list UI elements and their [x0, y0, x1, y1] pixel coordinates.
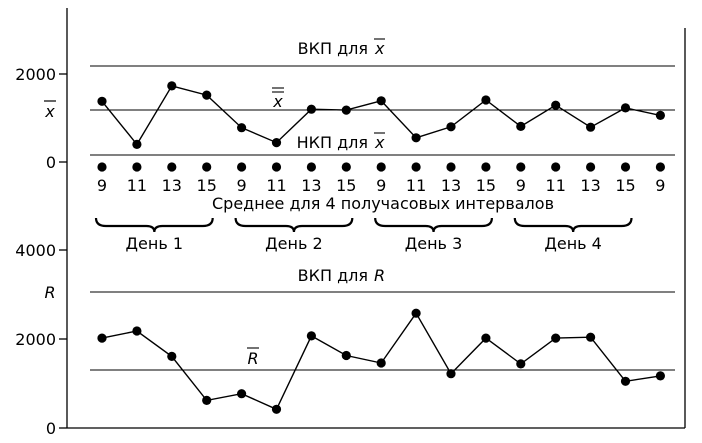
sample-time-label: 9: [376, 176, 386, 195]
y-tick-label-range-top: 4000: [15, 241, 56, 260]
sample-time-label: 15: [197, 176, 217, 195]
sample-dot: [271, 162, 282, 172]
range-point: [481, 333, 491, 343]
range-point: [237, 389, 247, 399]
center-label-range: R: [247, 349, 258, 368]
day-brace: [513, 217, 633, 233]
xbar-point: [132, 139, 142, 149]
sample-row: [97, 162, 666, 172]
xbar-point: [411, 133, 421, 143]
range-point: [341, 350, 351, 361]
sample-time-label: 13: [301, 176, 321, 195]
xbar-point: [306, 104, 316, 114]
xbar-point: [271, 138, 282, 148]
sample-dot: [411, 162, 421, 172]
ucl-symbol-xbar: x: [374, 39, 385, 58]
range-point: [271, 404, 282, 414]
day-label: День 1: [126, 234, 184, 253]
ucl-label-xbar: ВКП для: [298, 39, 368, 58]
range-point: [551, 333, 561, 343]
sample-time-label: 9: [516, 176, 526, 195]
sample-dot: [237, 162, 247, 172]
center-label-xbar: x: [272, 92, 283, 111]
y-tick-label-range-bottom: 0: [46, 419, 56, 438]
day-label: День 3: [405, 234, 463, 253]
sample-dot: [446, 162, 456, 172]
range-point: [132, 326, 142, 336]
sample-time-label: 11: [406, 176, 426, 195]
xbar-point: [237, 123, 247, 133]
range-point: [655, 371, 666, 381]
xbar-series: [97, 81, 666, 149]
y-tick-label-range-mid: 2000: [15, 330, 56, 349]
xbar-point: [167, 81, 177, 91]
sample-time-label: 9: [237, 176, 247, 195]
xbar-point: [202, 90, 212, 100]
xbar-point: [516, 121, 526, 131]
xbar-axis-symbol: x: [44, 102, 55, 121]
xbar-point: [376, 96, 386, 106]
xbar-point: [97, 96, 107, 106]
sample-time-label: 9: [655, 176, 665, 195]
sample-dot: [481, 162, 491, 172]
day-braces: День 1 День 2 День 3 День 4: [94, 217, 633, 253]
range-point: [516, 359, 526, 369]
sample-dot: [132, 162, 142, 172]
range-point: [620, 376, 631, 386]
sample-time-label: 13: [162, 176, 182, 195]
sample-dot: [167, 162, 177, 172]
xbar-point: [620, 103, 631, 113]
sample-dot: [620, 162, 631, 172]
sample-time-label: 15: [476, 176, 496, 195]
xbar-point: [655, 110, 666, 120]
ucl-symbol-range: R: [374, 266, 385, 285]
sample-dot: [655, 162, 666, 172]
sample-dot: [202, 162, 212, 172]
day-brace: [94, 217, 214, 233]
range-point: [202, 395, 212, 405]
sample-time-label: 11: [546, 176, 566, 195]
y-tick-label-xbar-top: 2000: [15, 65, 56, 84]
sample-dot: [341, 162, 351, 172]
xbar-point: [481, 95, 491, 105]
range-point: [306, 331, 316, 341]
range-point: [376, 358, 386, 368]
range-point: [446, 369, 456, 379]
sample-time-label: 9: [97, 176, 107, 195]
lcl-label-xbar: НКП для: [297, 133, 368, 152]
sample-dot: [551, 162, 561, 172]
sample-time-label: 13: [441, 176, 461, 195]
range-series: [97, 308, 666, 414]
xbar-point: [586, 122, 596, 132]
day-label: День 4: [544, 234, 602, 253]
sample-time-labels: 9 11 13 15 9 11 13 15 9 11 13 15 9 11 13 15 9: [97, 176, 666, 195]
sample-time-label: 15: [336, 176, 356, 195]
y-tick-label-xbar-bottom: 0: [46, 153, 56, 172]
sample-dot: [516, 162, 526, 172]
interval-caption: Среднее для 4 получасовых интервалов: [212, 194, 554, 213]
xbar-point: [341, 105, 351, 115]
sample-dot: [376, 162, 386, 172]
sample-dot: [306, 162, 316, 172]
sample-time-label: 11: [127, 176, 147, 195]
day-brace: [374, 217, 493, 233]
sample-dot: [586, 162, 596, 172]
day-label: День 2: [265, 234, 323, 253]
range-axis-symbol: R: [44, 283, 55, 302]
lcl-symbol-xbar: x: [374, 133, 385, 152]
range-point: [586, 332, 596, 342]
xbar-point: [551, 100, 561, 110]
range-point: [167, 351, 177, 361]
sample-time-label: 11: [266, 176, 286, 195]
range-point: [97, 333, 107, 343]
sample-time-label: 13: [580, 176, 600, 195]
day-brace: [234, 217, 354, 233]
sample-time-label: 15: [615, 176, 635, 195]
sample-dot: [97, 162, 107, 172]
xbar-point: [446, 122, 456, 132]
range-point: [411, 308, 421, 318]
ucl-label-range: ВКП для: [298, 266, 368, 285]
